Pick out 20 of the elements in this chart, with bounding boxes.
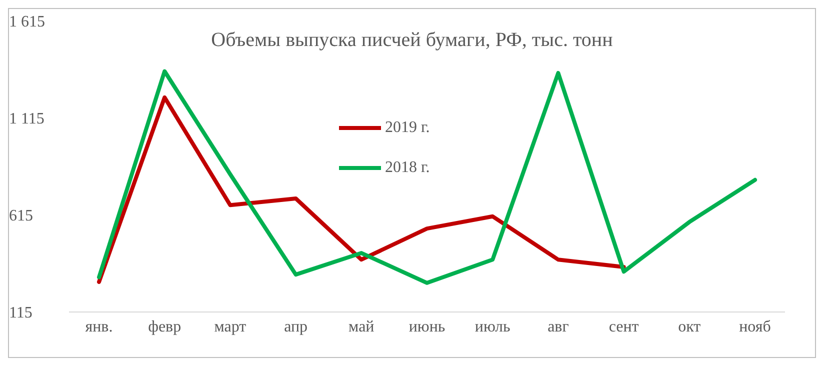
x-tick-label: окт: [678, 318, 701, 336]
x-tick-label: март: [214, 318, 246, 336]
line-series: [97, 95, 626, 284]
x-tick-label: нояб: [739, 318, 771, 336]
y-tick-label: 115: [9, 304, 32, 322]
y-tick-label: 1 115: [9, 110, 44, 128]
legend-label: 2019 г.: [384, 119, 431, 137]
x-tick-label: февр: [148, 318, 182, 336]
x-tick-label: май: [348, 318, 375, 336]
line-series: [97, 69, 757, 285]
x-tick-label: июль: [474, 318, 510, 336]
y-tick-label: 1 615: [9, 14, 45, 31]
x-tick-label: июнь: [408, 318, 446, 336]
x-tick-label: авг: [548, 318, 570, 336]
legend-label: 2018 г.: [384, 159, 431, 177]
x-tick-label: сент: [608, 318, 639, 336]
x-tick-label: янв.: [85, 318, 113, 336]
chart-title: Объемы выпуска писчей бумаги, РФ, тыс. тонн: [210, 29, 614, 52]
x-tick-label: апр: [284, 318, 308, 336]
y-tick-label: 615: [9, 208, 33, 225]
